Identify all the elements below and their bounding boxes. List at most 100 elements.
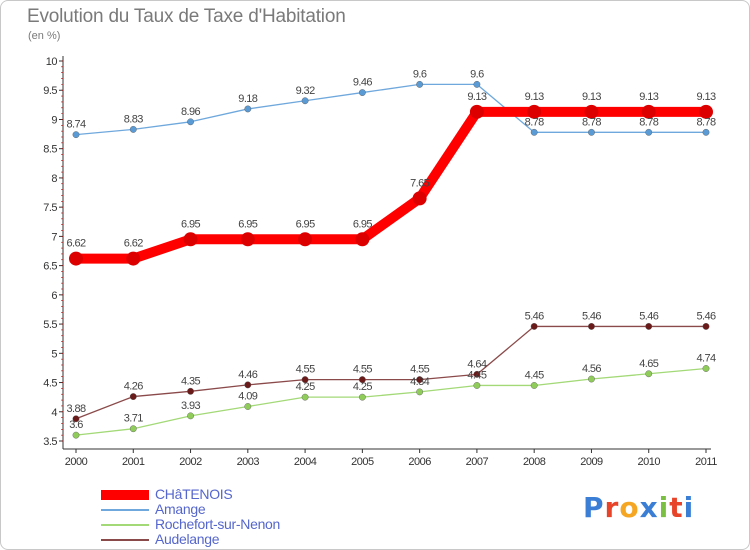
- legend-label: Audelange: [155, 531, 220, 547]
- x-tick-label: 2009: [580, 456, 603, 468]
- logo-letter: t: [669, 491, 684, 524]
- data-label-1: 9.18: [238, 93, 257, 105]
- y-tick-label: 9.5: [43, 85, 57, 97]
- series-point-3: [588, 323, 595, 330]
- series-line-2: [75, 367, 707, 436]
- x-tick-label: 2001: [122, 456, 145, 468]
- data-label-0: 6.95: [296, 218, 315, 230]
- data-label-3: 5.46: [525, 310, 544, 322]
- series-point-0: [240, 232, 255, 247]
- series-point-2: [416, 388, 424, 396]
- y-tick-label: 7.5: [43, 202, 57, 214]
- data-label-0: 6.62: [66, 238, 85, 250]
- data-labels: 8.74 8.83 8.96 9.18 9.32 9.46 9.6 9.6 8.78 8.78 8.…: [66, 68, 716, 431]
- series-point-1: [244, 105, 252, 113]
- logo-letter: i: [683, 491, 695, 524]
- unit-label: (en %): [28, 30, 61, 42]
- series-point-2: [301, 393, 309, 401]
- series-point-0: [412, 191, 427, 206]
- legend-entry: Rochefort-sur-Nenon: [101, 516, 401, 532]
- series-point-0: [584, 104, 599, 119]
- data-label-3: 5.46: [696, 310, 715, 322]
- data-label-3: 4.35: [181, 375, 200, 387]
- series-point-3: [702, 323, 710, 330]
- x-tick-label: 2007: [466, 456, 489, 468]
- y-tick-label: 4: [51, 407, 57, 419]
- data-label-0: 9.13: [525, 91, 544, 103]
- logo-letter: o: [619, 491, 640, 524]
- data-label-1: 8.78: [696, 116, 715, 128]
- data-label-3: 4.46: [238, 369, 257, 381]
- series-point-2: [129, 425, 137, 433]
- data-label-2: 4.56: [582, 363, 601, 375]
- series-point-1: [588, 128, 595, 136]
- series-point-1: [187, 118, 194, 126]
- data-label-1: 9.46: [353, 77, 372, 89]
- data-label-2: 3.6: [69, 419, 83, 431]
- series-point-2: [473, 382, 481, 389]
- data-label-0: 6.95: [238, 218, 257, 230]
- legend-entry: Audelange: [101, 531, 401, 547]
- series-point-3: [129, 393, 137, 400]
- x-tick-label: 2004: [294, 456, 317, 468]
- data-label-3: 4.55: [410, 364, 429, 376]
- y-tick-label: 8: [51, 173, 57, 185]
- series-point-2: [530, 382, 538, 389]
- y-tick-label: 3.5: [43, 436, 57, 448]
- y-tick-label: 10: [46, 56, 58, 68]
- series-point-0: [355, 232, 370, 247]
- data-label-1: 8.83: [124, 113, 143, 125]
- data-label-3: 3.88: [66, 403, 85, 415]
- data-label-0: 9.13: [582, 91, 601, 103]
- series-point-0: [641, 104, 656, 119]
- data-label-0: 7.65: [410, 177, 429, 189]
- series-point-3: [645, 323, 653, 330]
- legend-swatch: [101, 524, 149, 526]
- series-point-1: [416, 80, 424, 88]
- y-tick-label: 5.5: [43, 319, 57, 331]
- chart-title: Evolution du Taux de Taxe d'Habitation: [27, 6, 346, 27]
- x-tick-label: 2002: [179, 456, 202, 468]
- series-point-3: [301, 376, 309, 384]
- x-tick-label: 2011: [695, 456, 717, 468]
- data-label-3: 4.55: [296, 364, 315, 376]
- series-point-3: [416, 376, 424, 384]
- y-tick-label: 9: [51, 114, 57, 126]
- legend-entry: CHâTENOIS: [101, 486, 401, 502]
- data-label-0: 9.13: [696, 91, 715, 103]
- series-point-1: [645, 128, 653, 136]
- series-point-3: [72, 415, 80, 423]
- data-label-0: 6.95: [353, 218, 372, 230]
- series-line-3: [75, 325, 707, 420]
- series-point-2: [187, 412, 194, 420]
- legend-swatch: [101, 490, 149, 500]
- series-point-2: [645, 370, 653, 378]
- y-tick-label: 6.5: [43, 261, 57, 273]
- data-label-1: 9.32: [296, 85, 315, 97]
- series-point-1: [72, 131, 80, 139]
- x-tick-label: 2000: [65, 456, 88, 468]
- series-point-3: [358, 376, 366, 384]
- series-point-2: [702, 365, 710, 372]
- series-point-0: [527, 104, 542, 119]
- data-label-3: 5.46: [639, 310, 658, 322]
- x-tick-label: 2005: [351, 456, 374, 468]
- data-label-0: 9.13: [639, 91, 658, 103]
- series-point-2: [244, 403, 252, 410]
- legend-swatch: [101, 539, 149, 541]
- x-tick-label: 2010: [637, 456, 660, 468]
- data-label-1: 8.96: [181, 106, 200, 118]
- data-label-2: 4.25: [296, 381, 315, 393]
- series-point-3: [473, 370, 481, 378]
- x-tick-label: 2006: [408, 456, 431, 468]
- series-point-2: [72, 431, 80, 439]
- data-label-3: 4.64: [467, 358, 486, 370]
- series-point-1: [702, 128, 710, 136]
- data-label-2: 4.65: [639, 358, 658, 370]
- logo-letter: i: [658, 491, 670, 524]
- series-point-0: [699, 104, 713, 119]
- legend-label: Amange: [155, 501, 206, 517]
